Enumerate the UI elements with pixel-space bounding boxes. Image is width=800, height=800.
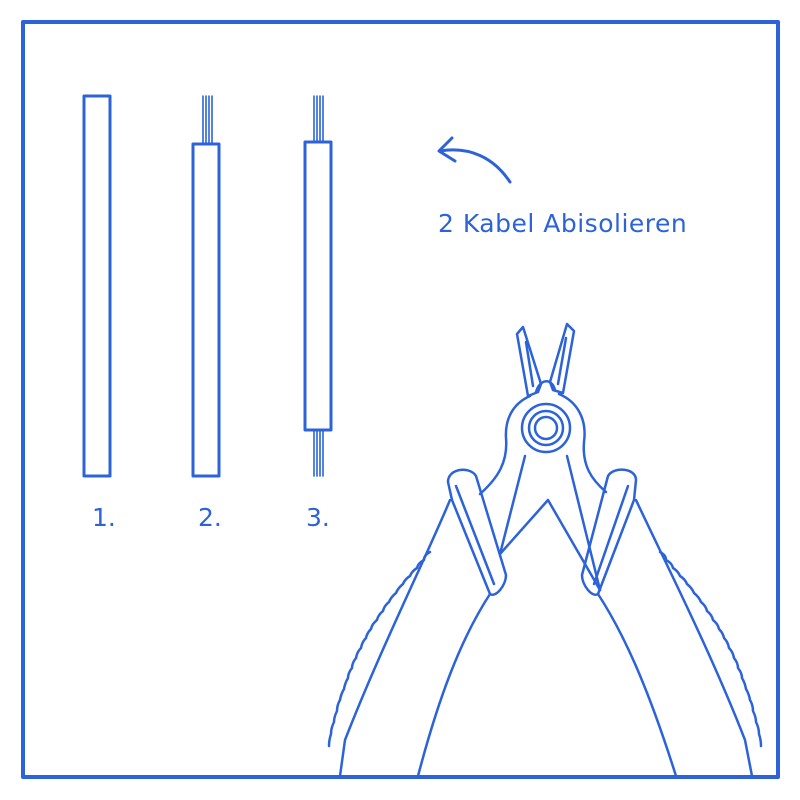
- exposed-strands-top: [313, 95, 324, 143]
- step-label-1: 1.: [92, 503, 116, 532]
- step-label-2: 2.: [198, 503, 222, 532]
- wire-stripper-pliers-icon: [327, 322, 763, 778]
- instruction-text: 2 Kabel Abisolieren: [438, 209, 687, 238]
- cable-step-1: [82, 94, 112, 478]
- curved-arrow-left-icon: [437, 136, 512, 184]
- cable-step-3: [303, 95, 333, 477]
- step-label-3: 3.: [306, 503, 330, 532]
- frame-border: [21, 20, 780, 779]
- exposed-strands-top: [202, 95, 213, 145]
- exposed-strands-bottom: [313, 429, 324, 477]
- cable-step-2: [191, 95, 221, 478]
